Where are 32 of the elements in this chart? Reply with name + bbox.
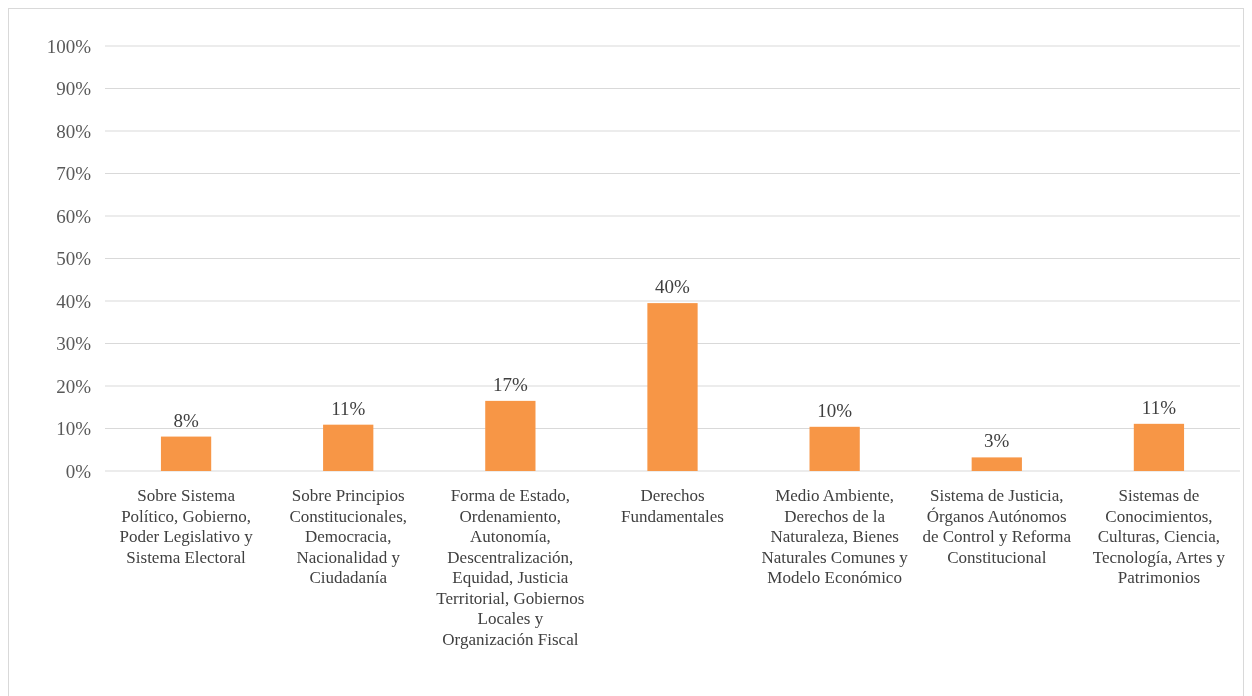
x-tick-label: Sobre Principios Constitucionales, Democracia, Nacionalidad y Ciudadanía	[289, 486, 407, 587]
data-label: 3%	[984, 430, 1010, 452]
data-label: 11%	[1141, 396, 1177, 418]
x-tick-label: Medio Ambiente, Derechos de la Naturaleza, Bienes Naturales Comunes y Modelo Económico	[761, 486, 909, 587]
data-label: 8%	[173, 409, 199, 431]
y-tick-label: 100%	[46, 35, 92, 57]
x-tick-label: Forma de Estado, Ordenamiento, Autonomía, Descentralización, Equidad, Justicia Territorial, Gobiernos Locales y Organización Fiscal	[436, 486, 585, 649]
bar	[485, 400, 536, 471]
bar	[323, 424, 374, 471]
x-tick-label: Sobre Sistema Político, Gobierno, Poder Legislativo y Sistema Electoral	[119, 486, 254, 567]
data-label: 40%	[655, 276, 691, 298]
y-tick-label: 60%	[56, 205, 92, 227]
bar	[1133, 423, 1185, 471]
bar	[647, 303, 698, 471]
y-tick-label: 80%	[56, 120, 92, 142]
bar	[160, 436, 212, 471]
x-tick-label: Sistema de Justicia, Órganos Autónomos de Control y Reforma Constitucional	[922, 486, 1072, 567]
y-tick-label: 30%	[56, 333, 92, 355]
bar	[971, 457, 1022, 471]
x-tick-label: Sistemas de Conocimientos, Culturas, Ciencia, Tecnología, Artes y Patrimonios	[1092, 486, 1226, 587]
y-tick-label: 20%	[56, 375, 92, 397]
y-tick-label: 70%	[56, 163, 92, 185]
bar	[809, 426, 860, 471]
x-tick-label: Derechos Fundamentales	[621, 486, 724, 526]
data-label: 10%	[817, 399, 853, 421]
y-tick-label: 40%	[56, 290, 92, 312]
y-tick-label: 0%	[65, 460, 92, 482]
data-label: 17%	[492, 373, 528, 395]
y-tick-label: 90%	[56, 78, 92, 100]
y-tick-label: 50%	[56, 248, 92, 270]
data-label: 11%	[331, 397, 366, 419]
y-tick-label: 10%	[56, 418, 92, 440]
